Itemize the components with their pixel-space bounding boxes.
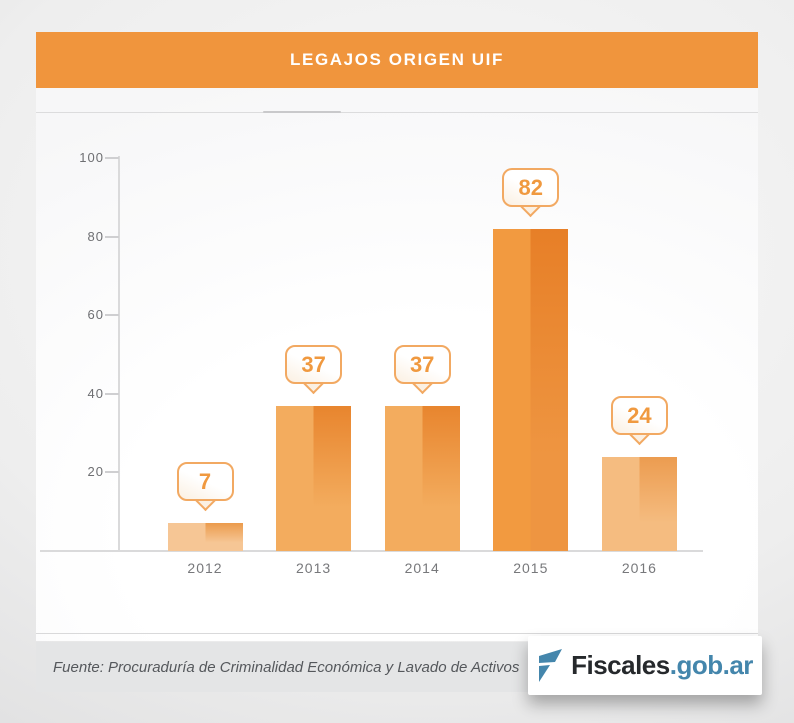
bar-2015 (493, 229, 569, 551)
value-callout-2014: 37 (393, 345, 451, 395)
y-tick (105, 235, 119, 238)
x-label-2015: 2015 (513, 560, 549, 576)
value-callout-2015: 82 (502, 168, 560, 218)
value-bubble: 82 (502, 168, 560, 207)
chart-header: LEGAJOS ORIGEN UIF (36, 32, 758, 88)
y-tick-label: 80 (87, 228, 104, 244)
header-divider-line (36, 112, 758, 113)
y-tick (105, 314, 119, 317)
y-axis (118, 156, 120, 551)
value-callout-2013: 37 (285, 345, 343, 395)
x-label-2013: 2013 (296, 560, 332, 576)
value-bubble: 37 (393, 345, 451, 384)
logo-suffix-text: .gob.ar (669, 650, 754, 680)
fiscales-flag-icon (539, 648, 563, 682)
source-text: Fuente: Procuraduría de Criminalidad Eco… (53, 658, 520, 676)
bar-2012 (167, 523, 243, 551)
y-tick-label: 40 (87, 385, 104, 401)
x-label-2016: 2016 (621, 560, 657, 576)
y-tick (105, 392, 119, 395)
x-label-2014: 2014 (404, 560, 440, 576)
fiscales-logo-card: Fiscales.gob.ar (528, 636, 762, 695)
fiscales-logo-text: Fiscales.gob.ar (571, 650, 753, 681)
chart-title: LEGAJOS ORIGEN UIF (290, 50, 504, 69)
value-bubble: 37 (285, 345, 343, 384)
value-bubble: 7 (176, 462, 234, 501)
header-divider-accent (263, 111, 341, 113)
value-callout-2016: 24 (610, 396, 668, 446)
y-tick-label: 100 (79, 150, 104, 165)
bar-2013 (276, 406, 352, 551)
bar-2016 (601, 457, 677, 551)
value-callout-2012: 7 (176, 462, 234, 512)
value-bubble: 24 (610, 396, 668, 435)
bar-2014 (384, 406, 460, 551)
x-label-2012: 2012 (187, 560, 223, 576)
y-tick (105, 471, 119, 474)
x-axis (40, 550, 703, 552)
logo-brand-text: Fiscales (571, 650, 670, 680)
y-tick-label: 60 (87, 307, 104, 323)
panel-bottom-border (36, 633, 758, 634)
y-tick-label: 20 (87, 464, 104, 480)
y-tick (105, 157, 119, 159)
